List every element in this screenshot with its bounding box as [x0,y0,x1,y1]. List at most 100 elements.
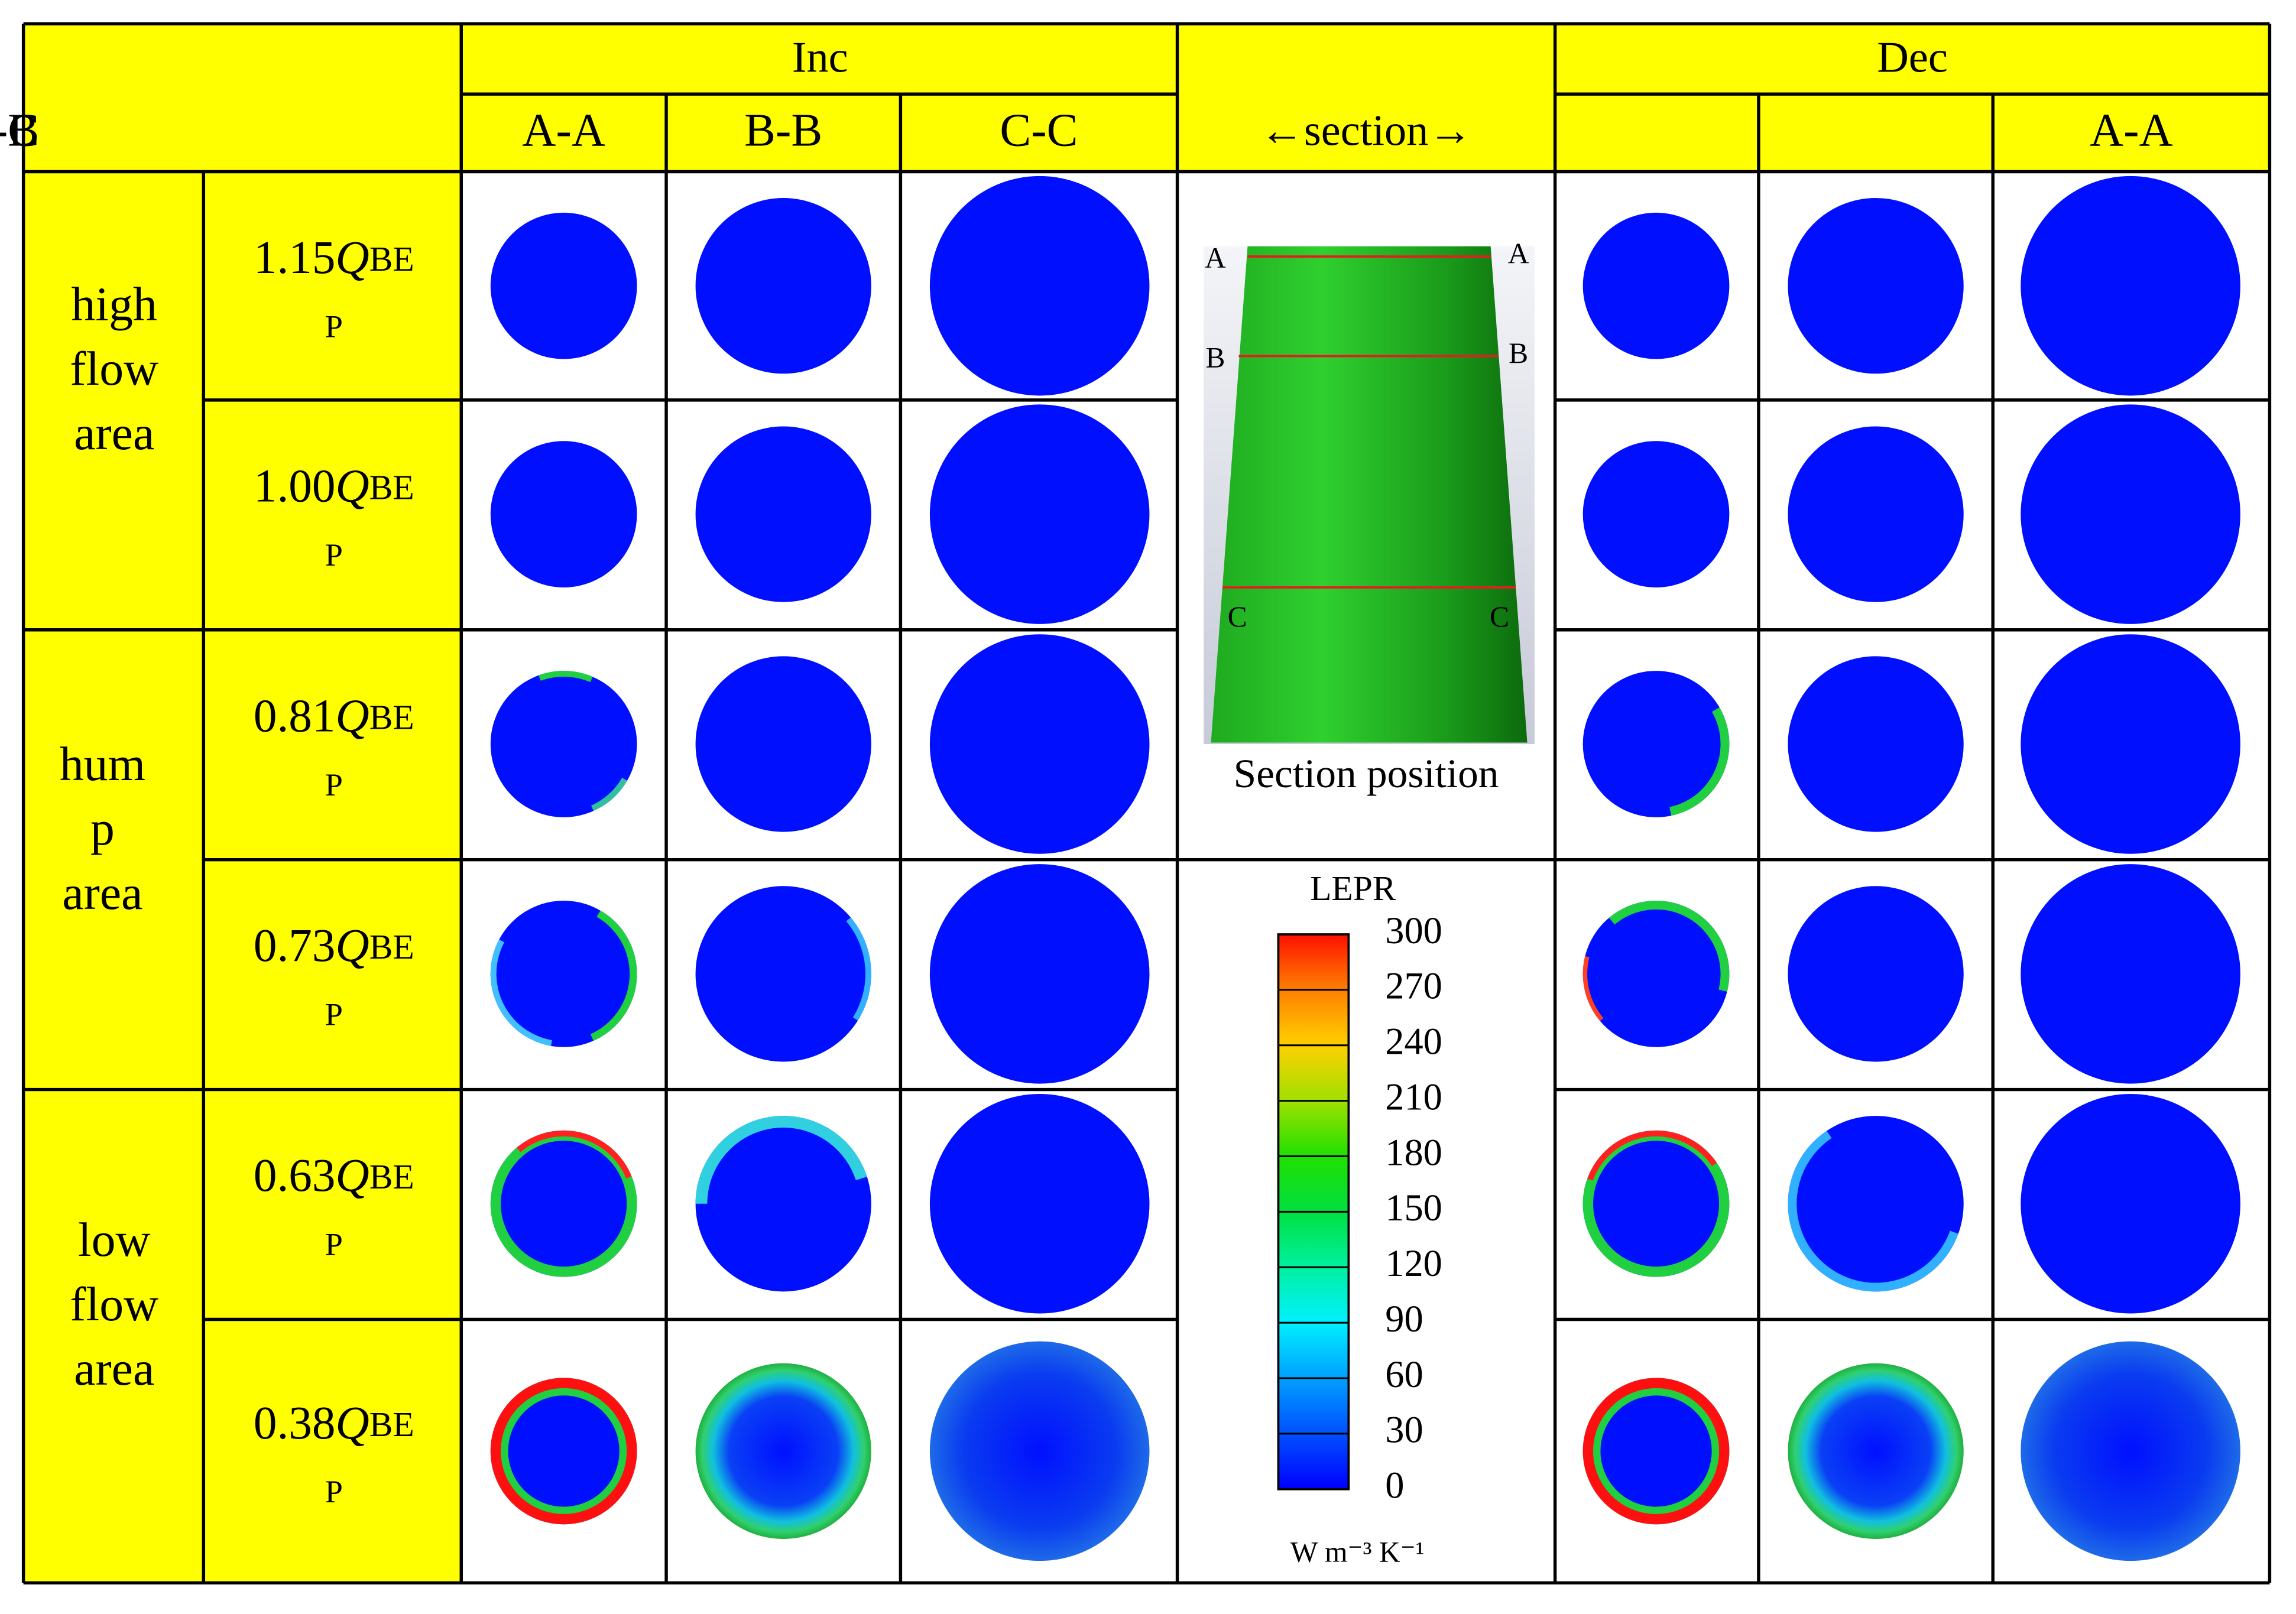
contour-band [490,901,637,1047]
subscript: BE [369,697,414,736]
contour-plot [929,404,1150,624]
row-label-wrap: P [325,1226,343,1262]
contour-band [1582,1130,1730,1277]
colorbar-label: 300 [1385,910,1442,951]
contour-plot [490,1130,637,1277]
group-label: area [62,866,142,920]
symbol: Q [336,690,369,742]
section-label: A-A [2090,105,2173,157]
contour-plot [1582,1378,1730,1525]
section-tag: A [1205,242,1226,274]
contour-plot [1788,886,1964,1062]
row-label: 0.73QBE [254,920,414,972]
coefficient: 0.73 [254,920,336,972]
section-tag: C [1228,600,1247,633]
contour-plot [695,886,871,1062]
section-label: A-A [522,105,605,157]
symbol: Q [336,232,369,284]
tube [1211,246,1528,743]
group-label: flow [70,342,158,395]
colorbar-label: 120 [1385,1242,1442,1284]
contour-band [1582,671,1730,817]
coefficient: 1.00 [254,460,336,512]
row-label: 0.38QBE [254,1397,414,1449]
section-tag: B [1205,341,1225,374]
section-label: C-C [0,105,39,157]
colorbar-label: 180 [1385,1131,1442,1173]
group-header: Dec [1877,34,1948,82]
legend-unit: W m⁻³ K⁻¹ [1290,1536,1425,1568]
row-label-wrap: P [325,537,343,573]
group-label: p [90,801,115,855]
row-label-wrap: P [325,996,343,1032]
contour-band [490,671,637,817]
contour-plot [1582,671,1730,817]
header-fills [23,24,2270,1583]
coefficient: 0.81 [254,690,336,742]
legend-title: LEPR [1310,869,1396,908]
symbol: Q [336,460,369,512]
row-label-wrap: P [325,1473,343,1509]
contour-plot [929,176,1150,396]
contour-band [1582,1378,1730,1525]
section-label: B-B [0,105,39,157]
coefficient: 0.38 [254,1397,336,1449]
group-label: area [74,406,154,460]
contour-band [490,1378,637,1525]
section-label: B-B [744,105,822,157]
colorbar-label: 270 [1385,965,1442,1007]
colorbar-label: 210 [1385,1076,1442,1118]
contour-plot [490,1378,637,1525]
contour-plot [929,864,1150,1084]
coefficient: 1.15 [254,232,336,284]
contour-plot [929,634,1150,854]
row-label: 0.81QBE [254,690,414,742]
colorbar-label: 150 [1385,1187,1442,1229]
section-header: ←section→ [1260,107,1473,155]
contour-plot [695,1363,871,1540]
contour-band [490,1130,637,1277]
coefficient: 0.63 [254,1149,336,1201]
contour-plot [2021,1341,2240,1561]
group-label: flow [70,1277,158,1331]
section-label: C-C [1000,105,1078,157]
contour-plot [695,656,871,832]
subscript: BE [369,239,414,278]
contour-plot [1788,1363,1964,1540]
contour-plot [695,426,871,602]
subscript: BE [369,1157,414,1196]
subscript: BE [369,1404,414,1443]
contour-band [1788,1116,1964,1292]
contour-plot [1582,1130,1730,1277]
contour-plot [490,671,637,817]
colorbar-label: 30 [1385,1409,1423,1451]
contour-plot [1582,212,1730,359]
contour-plot [2021,1094,2240,1314]
contour-band [1582,901,1730,1047]
contour-band [490,671,637,817]
group-label: area [74,1342,154,1395]
colorbar-label: 90 [1385,1298,1423,1340]
symbol: Q [336,920,369,972]
contour-plot [695,198,871,374]
contour-plot [490,441,637,587]
contour-band [695,886,871,1062]
section-tag: B [1509,337,1528,369]
group-label: high [72,277,157,331]
contour-plot [490,901,637,1047]
group-label: low [78,1213,151,1266]
contour-plot [2021,404,2240,624]
contour-plot [2021,864,2240,1084]
contour-plot [1788,656,1964,832]
row-label: 1.00QBE [254,460,414,512]
colorbar-label: 240 [1385,1021,1442,1063]
contour-plot [1582,441,1730,587]
contour-plot [2021,634,2240,854]
row-label: 0.63QBE [254,1149,414,1201]
contour-band [695,1116,871,1292]
contour-band [490,901,637,1047]
subscript: BE [369,467,414,506]
contour-plot [1788,1116,1964,1292]
group-header: Inc [792,34,848,82]
